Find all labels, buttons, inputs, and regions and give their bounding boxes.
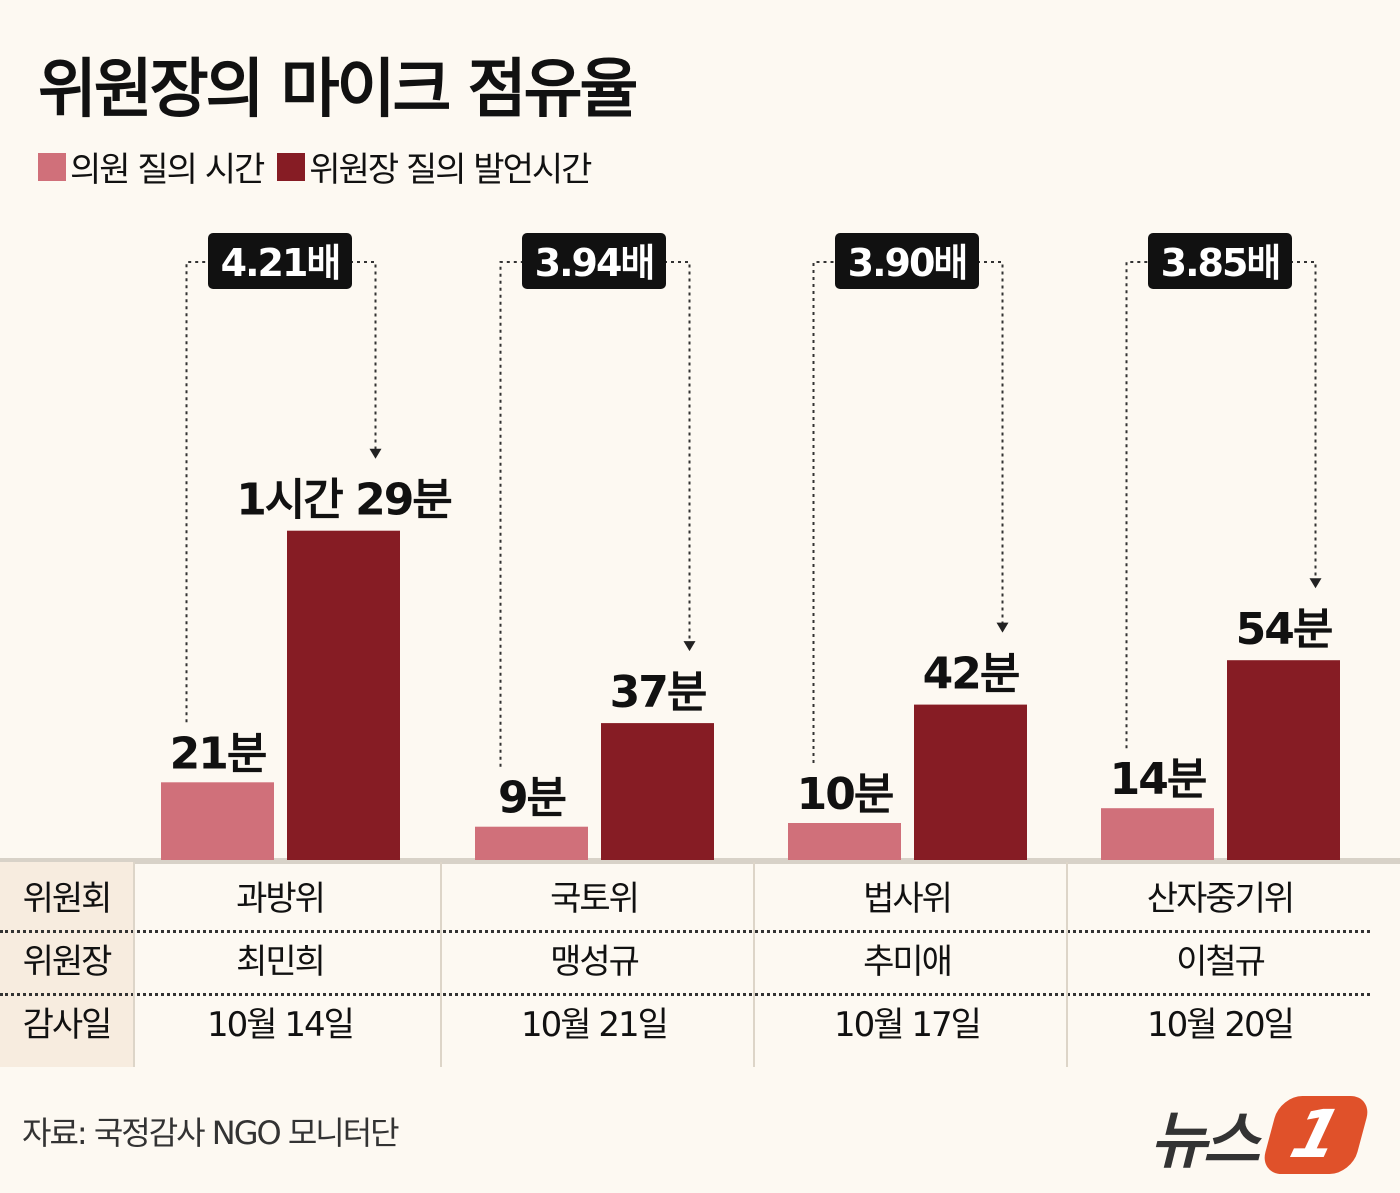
- table-cell: 법사위: [863, 879, 953, 919]
- row-header-column: [0, 862, 133, 1067]
- bar-member: [475, 826, 588, 860]
- bar-chart: 21분 1시간 29분 4.21배 9분 37분 3.94배 10분 42분 3.90배 14분 5…: [0, 233, 1400, 864]
- divider: [0, 993, 1370, 996]
- bar-member: [788, 823, 901, 860]
- chart-title: 위원장의 마이크 점유율: [38, 53, 638, 127]
- data-label: 21분: [170, 728, 266, 779]
- baseline: [0, 858, 1400, 864]
- legend-item-member: 의원 질의 시간: [38, 142, 265, 191]
- legend-label: 위원장 질의 발언시간: [309, 150, 592, 190]
- arrow-icon: [996, 622, 1009, 633]
- ratio-label: 3.90배: [848, 241, 967, 285]
- table-cell: 산자중기위: [1146, 879, 1295, 919]
- row-header: 위원장: [22, 942, 113, 982]
- divider: [133, 862, 135, 1067]
- ratio-label: 3.94배: [535, 241, 654, 285]
- divider: [440, 862, 442, 1067]
- table-cell: 10월 17일: [834, 1005, 982, 1045]
- table-cell: 최민희: [236, 942, 326, 982]
- divider: [753, 862, 755, 1067]
- data-label: 14분: [1110, 754, 1206, 805]
- ratio-badge: [208, 233, 352, 289]
- news1-logo: 뉴스 1: [1150, 1090, 1373, 1180]
- bar-chair: [601, 723, 714, 860]
- connector-line: [1125, 261, 1150, 749]
- table-cell: 국토위: [550, 879, 640, 919]
- connector-line: [664, 261, 691, 644]
- row-header: 위원회: [22, 879, 113, 919]
- arrow-icon: [683, 641, 696, 652]
- ratio-label: 3.85배: [1161, 241, 1280, 285]
- bar-member: [1101, 808, 1214, 860]
- legend-label: 의원 질의 시간: [70, 150, 265, 190]
- ratio-badge: [1148, 233, 1292, 289]
- legend-item-chair: 위원장 질의 발언시간: [277, 142, 592, 191]
- table-cell: 10월 20일: [1147, 1005, 1295, 1045]
- data-label: 1시간 29분: [236, 475, 451, 526]
- ratio-badge: [835, 233, 979, 289]
- bar-chair: [1227, 660, 1340, 860]
- table-cell: 이철규: [1176, 942, 1266, 982]
- legend-swatch: [277, 152, 306, 181]
- row-header: 감사일: [22, 1005, 113, 1045]
- table-cell: 맹성규: [550, 942, 640, 982]
- divider: [1066, 862, 1068, 1067]
- data-label: 9분: [498, 773, 566, 824]
- bar-chair: [914, 704, 1027, 860]
- divider: [0, 930, 1370, 933]
- legend-swatch: [38, 152, 66, 181]
- connector-line: [499, 261, 524, 767]
- connector-line: [350, 261, 377, 451]
- table-cell: 10월 21일: [521, 1005, 669, 1045]
- data-label: 54분: [1236, 604, 1332, 655]
- table-cell: 추미애: [863, 942, 953, 982]
- connector-line: [812, 261, 837, 763]
- bar-member: [161, 782, 274, 860]
- bar-chair: [287, 530, 400, 860]
- ratio-label: 4.21배: [221, 241, 340, 285]
- source-note: 자료: 국정감사 NGO 모니터단: [22, 1114, 400, 1152]
- table-cell: 10월 14일: [207, 1005, 355, 1045]
- ratio-badge: [522, 233, 666, 289]
- arrow-icon: [369, 448, 382, 459]
- data-label: 37분: [610, 667, 706, 718]
- legend: 의원 질의 시간 위원장 질의 발언시간: [38, 142, 592, 191]
- arrow-icon: [1309, 578, 1322, 589]
- connector-line: [185, 261, 210, 723]
- connector-line: [977, 261, 1004, 625]
- data-label: 42분: [923, 649, 1019, 700]
- table-cell: 과방위: [236, 879, 326, 919]
- connector-line: [1290, 261, 1317, 581]
- data-label: 10분: [797, 769, 893, 820]
